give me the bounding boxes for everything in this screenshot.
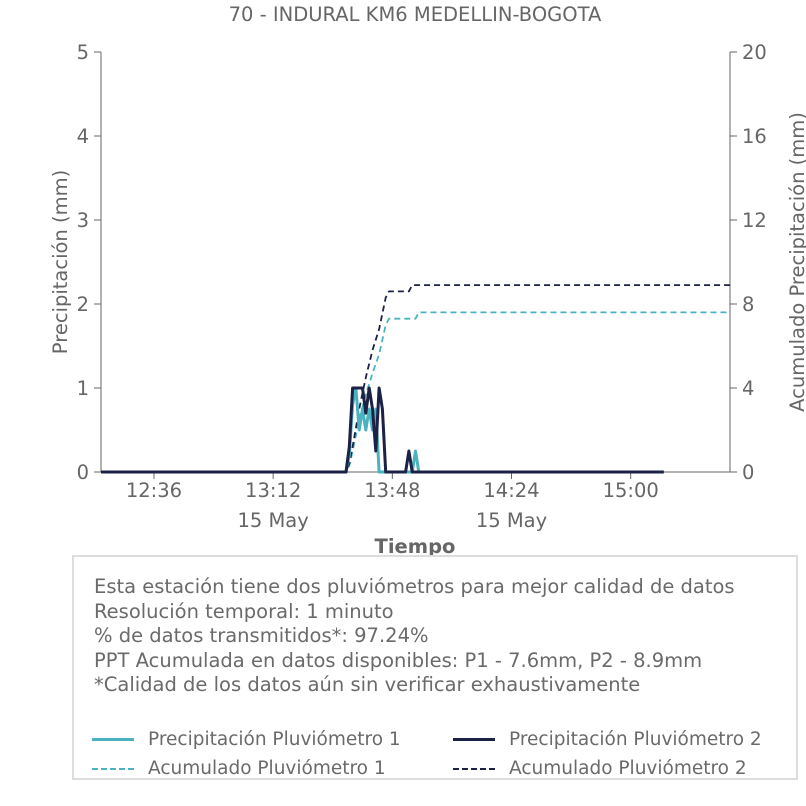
info-box: Esta estación tiene dos pluviómetros par… (72, 555, 798, 780)
x-tick-label: 15:00 (603, 479, 659, 502)
right-tick-label: 0 (742, 461, 754, 484)
left-axis-ticks: 0 1 2 3 4 5 (77, 41, 101, 484)
legend-label: Acumulado Pluviómetro 1 (148, 758, 386, 779)
right-tick-label: 12 (742, 209, 767, 232)
chart-title: 70 - INDURAL KM6 MEDELLIN-BOGOTA (229, 3, 602, 26)
legend-swatch (92, 767, 134, 770)
left-axis-label: Precipitación (mm) (49, 170, 72, 354)
legend-swatch (453, 767, 495, 770)
legend-swatch (453, 738, 495, 741)
legend-item-precip-p2: Precipitación Pluviómetro 2 (453, 729, 762, 750)
legend-label: Precipitación Pluviómetro 1 (148, 729, 401, 750)
info-text: Esta estación tiene dos pluviómetros par… (94, 575, 735, 698)
legend-label: Precipitación Pluviómetro 2 (509, 729, 762, 750)
axes (100, 52, 731, 473)
right-tick-label: 8 (742, 293, 754, 316)
left-tick-label: 0 (77, 461, 89, 484)
x-tick-label: 12:36 (126, 479, 182, 502)
legend-item-acum-p1: Acumulado Pluviómetro 1 (92, 758, 386, 779)
x-axis-label: Tiempo (375, 535, 456, 558)
info-line: Esta estación tiene dos pluviómetros par… (94, 575, 735, 598)
legend-swatch (92, 738, 134, 741)
right-axis-ticks: 0 4 8 12 16 20 (730, 41, 767, 484)
info-line: *Calidad de los datos aún sin verificar … (94, 673, 641, 696)
series-line-acumulado-p1 (101, 311, 730, 473)
left-tick-label: 5 (77, 41, 89, 64)
legend-item-precip-p1: Precipitación Pluviómetro 1 (92, 729, 401, 750)
legend: Precipitación Pluviómetro 1 Precipitació… (92, 729, 792, 785)
info-line: PPT Acumulada en datos disponibles: P1 -… (94, 648, 703, 672)
right-tick-label: 4 (742, 377, 754, 400)
series-line-precipitacion-p2 (101, 386, 664, 474)
chart-canvas: 70 - INDURAL KM6 MEDELLIN-BOGOTA 012345 … (49, 3, 806, 558)
series-line-acumulado-p2 (101, 284, 730, 473)
info-line: Resolución temporal: 1 minuto (94, 599, 394, 623)
left-tick-label: 1 (77, 377, 89, 400)
left-tick-label: 3 (77, 209, 89, 232)
x-tick-label: 13:48 (364, 479, 420, 502)
x-tick-label: 13:12 (245, 479, 301, 502)
right-tick-label: 20 (742, 41, 767, 64)
legend-item-acum-p2: Acumulado Pluviómetro 2 (453, 758, 747, 779)
legend-label: Acumulado Pluviómetro 2 (509, 758, 747, 779)
x-axis-ticks: 12:36 13:12 15 May 13:48 14:24 15 May 15:00 (126, 472, 659, 532)
right-tick-label: 16 (742, 125, 767, 148)
series-layer (101, 284, 730, 474)
left-tick-label: 2 (77, 293, 89, 316)
info-line: % de datos transmitidos*: 97.24% (94, 624, 429, 647)
x-tick-sublabel: 15 May (237, 509, 308, 532)
right-axis-label: Acumulado Precipitación (mm) (786, 112, 806, 412)
x-tick-sublabel: 15 May (476, 509, 547, 532)
left-tick-label: 4 (77, 125, 89, 148)
x-tick-label: 14:24 (483, 479, 539, 502)
